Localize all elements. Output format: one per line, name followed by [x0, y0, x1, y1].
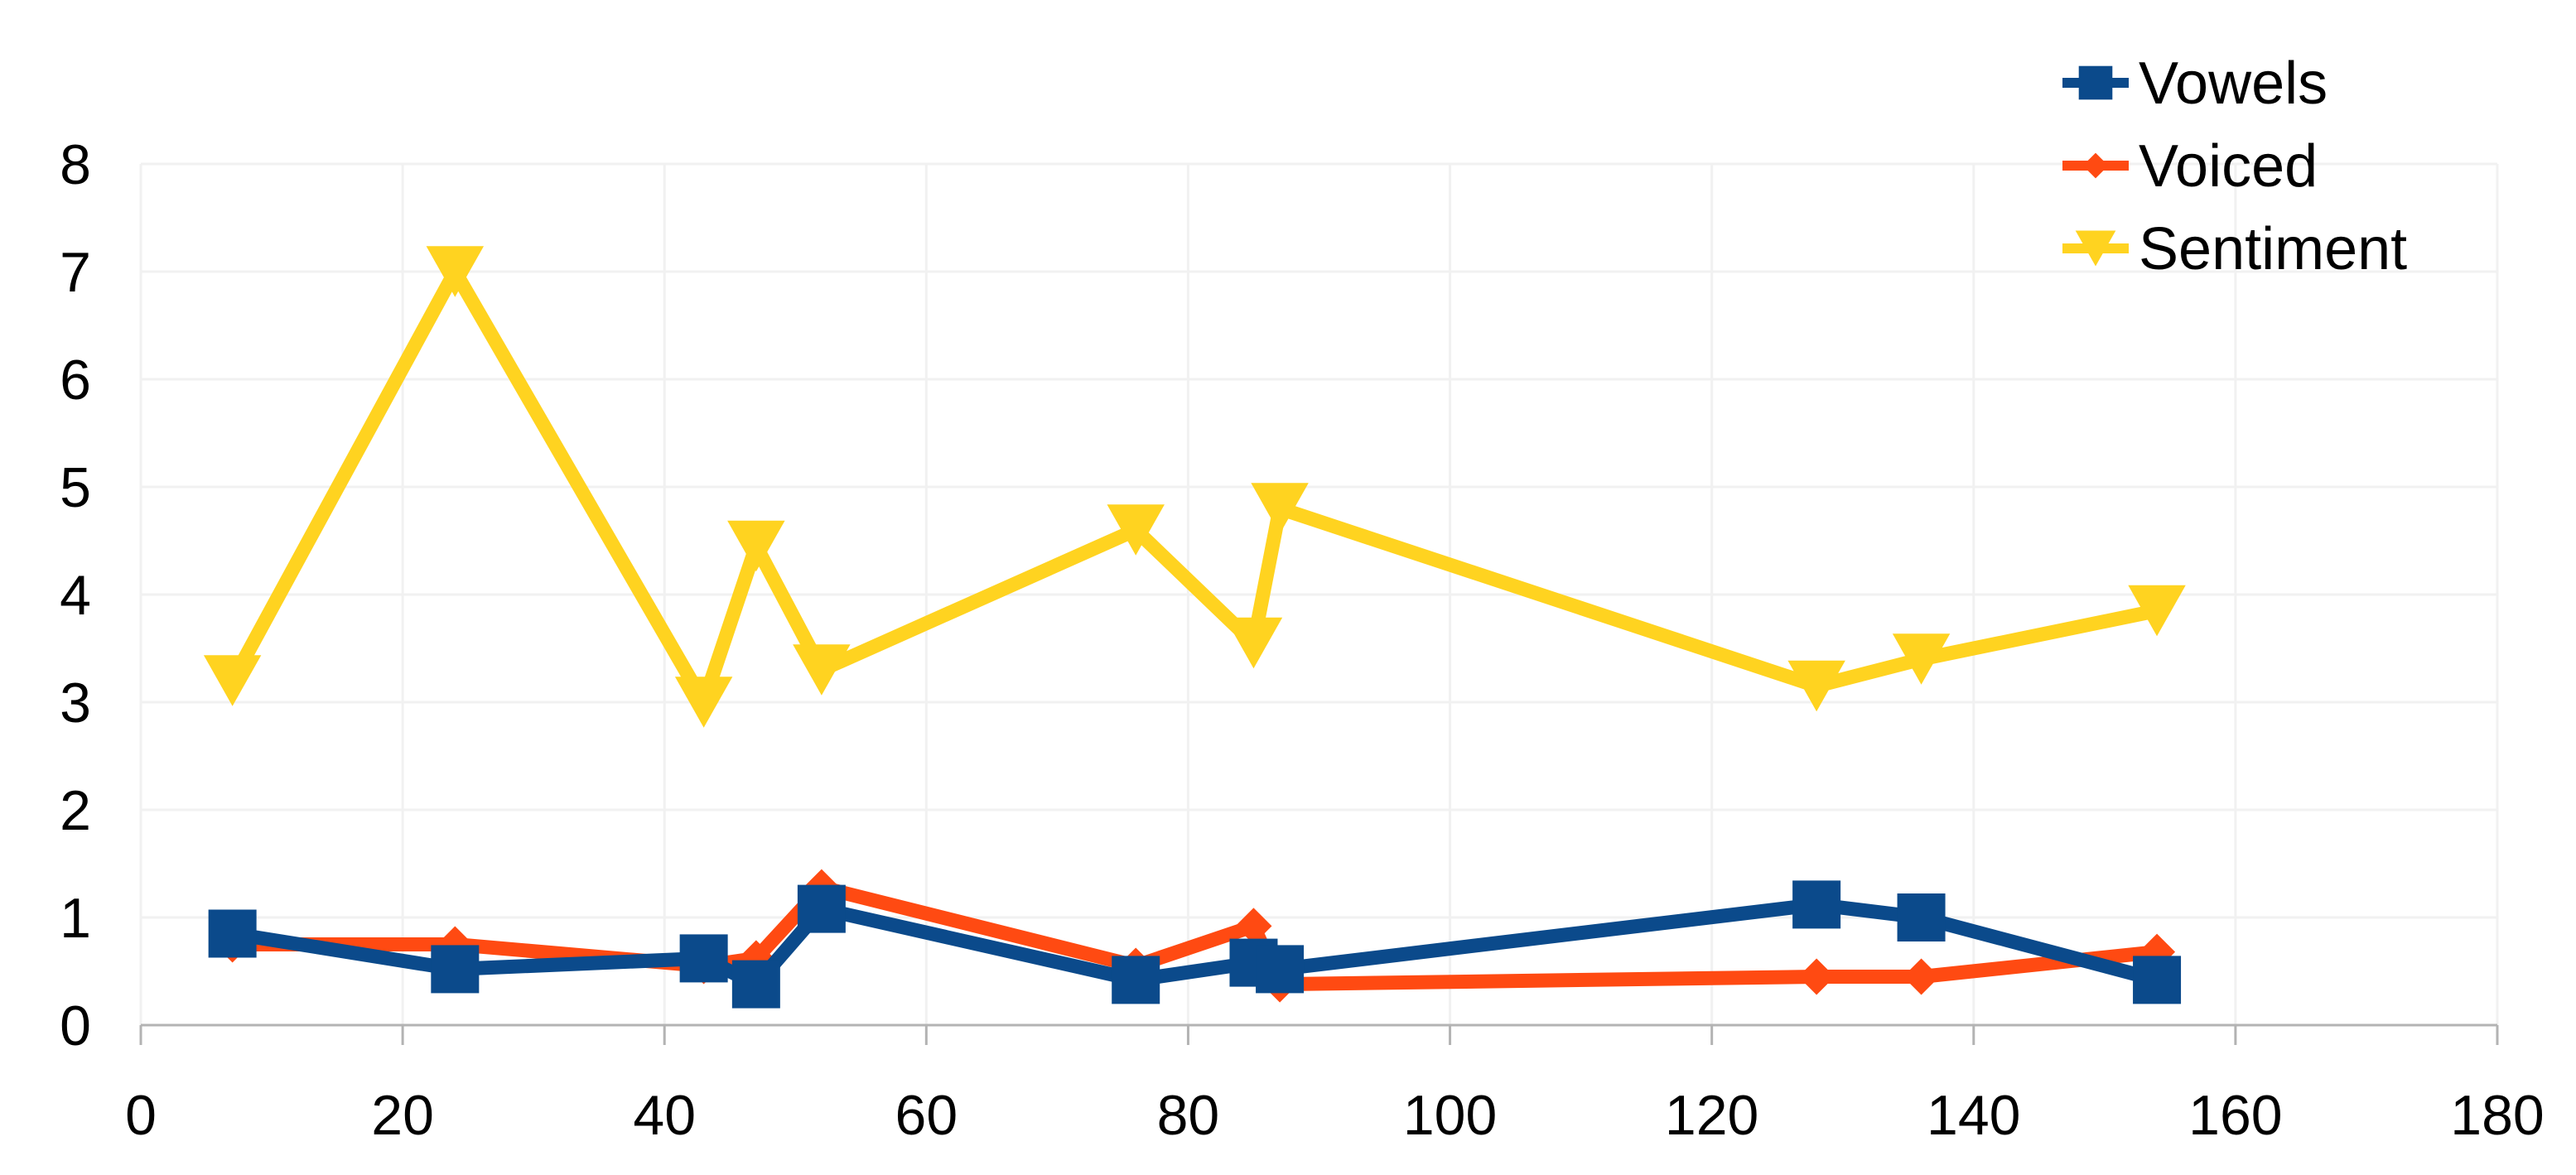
data-point-sentiment [426, 246, 485, 297]
grid-lines [139, 162, 2499, 1027]
data-point-vowels [679, 934, 728, 983]
data-point-vowels [1256, 945, 1305, 994]
legend-item-vowels: Vowels [2062, 51, 2328, 117]
legend-label-vowels: Vowels [2139, 51, 2328, 117]
x-tick-label: 100 [1403, 1084, 1497, 1147]
series-group [203, 246, 2186, 1009]
data-point-vowels [1112, 956, 1160, 1004]
legend-swatch-marker-vowels [2078, 65, 2113, 100]
x-tick-label: 140 [1927, 1084, 2020, 1147]
data-point-vowels [1897, 893, 1946, 941]
x-tick-label: 40 [633, 1084, 696, 1147]
legend-swatch-marker-voiced [2082, 152, 2109, 179]
data-point-vowels [431, 945, 480, 994]
y-tick-label: 7 [60, 241, 91, 304]
data-point-vowels [1792, 880, 1841, 929]
y-tick-label: 8 [60, 133, 91, 196]
data-point-sentiment [2128, 585, 2186, 637]
data-point-sentiment [1787, 660, 1845, 712]
data-point-voiced [1235, 908, 1272, 945]
legend-label-voiced: Voiced [2139, 133, 2318, 200]
series-sentiment [203, 246, 2186, 728]
x-tick-label: 160 [2188, 1084, 2282, 1147]
data-point-vowels [731, 960, 780, 1009]
y-tick-label: 4 [60, 564, 91, 627]
data-point-voiced [1798, 958, 1836, 995]
x-tick-label: 120 [1665, 1084, 1758, 1147]
series-vowels [208, 880, 2182, 1009]
legend: Vowels Voiced Sentiment [2062, 51, 2407, 282]
y-tick-label: 2 [60, 779, 91, 842]
x-tick-label: 0 [125, 1084, 157, 1147]
x-tick-label: 80 [1157, 1084, 1220, 1147]
y-tick-label: 3 [60, 672, 91, 734]
legend-item-voiced: Voiced [2062, 133, 2318, 200]
y-tick-label: 5 [60, 456, 91, 519]
x-tick-label: 20 [371, 1084, 434, 1147]
y-tick-label: 0 [60, 994, 91, 1057]
data-point-voiced [1903, 958, 1940, 995]
data-point-vowels [208, 909, 257, 958]
data-point-sentiment [203, 655, 262, 706]
data-point-sentiment [727, 520, 785, 572]
x-tick-label: 60 [895, 1084, 958, 1147]
x-tick-label: 180 [2450, 1084, 2544, 1147]
data-point-vowels [797, 884, 846, 933]
y-tick-label: 6 [60, 349, 91, 412]
data-point-sentiment [674, 677, 733, 728]
data-point-sentiment [1892, 633, 1951, 685]
data-point-sentiment [1107, 504, 1165, 556]
legend-label-sentiment: Sentiment [2139, 216, 2407, 282]
y-tick-label: 1 [60, 887, 91, 950]
legend-item-sentiment: Sentiment [2062, 216, 2407, 282]
series-voiced [214, 869, 2176, 1003]
data-point-sentiment [1251, 483, 1309, 534]
data-point-sentiment [1224, 617, 1283, 669]
legend-swatch-marker-sentiment [2075, 230, 2116, 267]
data-point-sentiment [793, 644, 851, 696]
data-point-vowels [2133, 956, 2182, 1004]
